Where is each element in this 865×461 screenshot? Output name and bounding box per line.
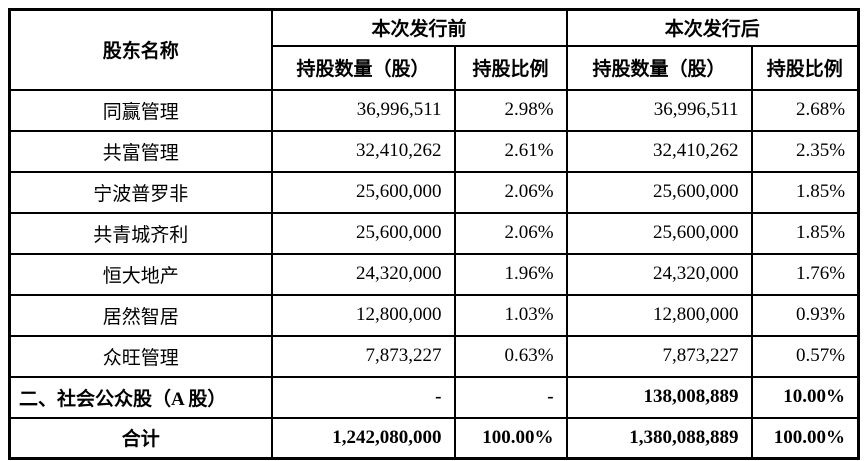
header-after-issuance: 本次发行后 [565,8,860,47]
after-ratio-cell: 1.85% [750,211,860,255]
before-ratio-cell: 1.96% [453,252,568,296]
header-before-ratio: 持股比例 [453,44,568,91]
table-row: 恒大地产 24,320,000 1.96% 24,320,000 1.76% [8,252,860,296]
after-ratio-cell: 2.35% [750,129,860,173]
after-ratio-cell: 10.00% [750,375,860,419]
after-ratio-cell: 0.93% [750,293,860,337]
before-ratio-cell: - [453,375,568,419]
before-ratio-cell: 2.98% [453,88,568,132]
before-shares-cell: 36,996,511 [270,88,456,132]
shareholder-name-cell: 共青城齐利 [8,211,273,255]
after-shares-cell: 25,600,000 [565,211,753,255]
table-row-total: 合计 1,242,080,000 100.00% 1,380,088,889 1… [8,416,860,460]
table-row: 居然智居 12,800,000 1.03% 12,800,000 0.93% [8,293,860,337]
shareholder-name-cell: 宁波普罗非 [8,170,273,214]
header-before-issuance: 本次发行前 [270,8,568,47]
table-row: 宁波普罗非 25,600,000 2.06% 25,600,000 1.85% [8,170,860,214]
before-shares-cell: 1,242,080,000 [270,416,456,460]
after-shares-cell: 32,410,262 [565,129,753,173]
before-shares-cell: 25,600,000 [270,211,456,255]
after-shares-cell: 7,873,227 [565,334,753,378]
table-row: 众旺管理 7,873,227 0.63% 7,873,227 0.57% [8,334,860,378]
shareholder-name-cell: 恒大地产 [8,252,273,296]
shareholder-name-cell: 二、社会公众股（A 股） [8,375,273,419]
after-ratio-cell: 1.85% [750,170,860,214]
after-shares-cell: 1,380,088,889 [565,416,753,460]
shareholding-table: 股东名称 本次发行前 本次发行后 持股数量（股） 持股比例 持股数量（股） 持股… [8,8,861,460]
shareholder-name-cell: 居然智居 [8,293,273,337]
after-shares-cell: 12,800,000 [565,293,753,337]
after-shares-cell: 138,008,889 [565,375,753,419]
table-row: 共富管理 32,410,262 2.61% 32,410,262 2.35% [8,129,860,173]
shareholder-name-cell: 共富管理 [8,129,273,173]
after-ratio-cell: 0.57% [750,334,860,378]
before-ratio-cell: 0.63% [453,334,568,378]
after-ratio-cell: 2.68% [750,88,860,132]
shareholder-name-cell: 同赢管理 [8,88,273,132]
header-after-shares: 持股数量（股） [565,44,753,91]
after-shares-cell: 25,600,000 [565,170,753,214]
before-shares-cell: - [270,375,456,419]
header-row-groups: 股东名称 本次发行前 本次发行后 [8,8,860,91]
table-row-public-shares: 二、社会公众股（A 股） - - 138,008,889 10.00% [8,375,860,419]
table-row: 共青城齐利 25,600,000 2.06% 25,600,000 1.85% [8,211,860,255]
after-shares-cell: 24,320,000 [565,252,753,296]
header-before-shares: 持股数量（股） [270,44,456,91]
table-row: 同赢管理 36,996,511 2.98% 36,996,511 2.68% [8,88,860,132]
after-ratio-cell: 100.00% [750,416,860,460]
total-label-cell: 合计 [8,416,273,460]
header-after-ratio: 持股比例 [750,44,860,91]
before-shares-cell: 7,873,227 [270,334,456,378]
before-ratio-cell: 2.06% [453,170,568,214]
before-ratio-cell: 1.03% [453,293,568,337]
shareholder-name-cell: 众旺管理 [8,334,273,378]
before-ratio-cell: 100.00% [453,416,568,460]
after-shares-cell: 36,996,511 [565,88,753,132]
before-shares-cell: 25,600,000 [270,170,456,214]
before-shares-cell: 12,800,000 [270,293,456,337]
header-row-subcolumns: 持股数量（股） 持股比例 持股数量（股） 持股比例 [10,44,860,91]
before-ratio-cell: 2.06% [453,211,568,255]
after-ratio-cell: 1.76% [750,252,860,296]
before-shares-cell: 32,410,262 [270,129,456,173]
before-shares-cell: 24,320,000 [270,252,456,296]
before-ratio-cell: 2.61% [453,129,568,173]
header-shareholder-name: 股东名称 [8,8,273,91]
